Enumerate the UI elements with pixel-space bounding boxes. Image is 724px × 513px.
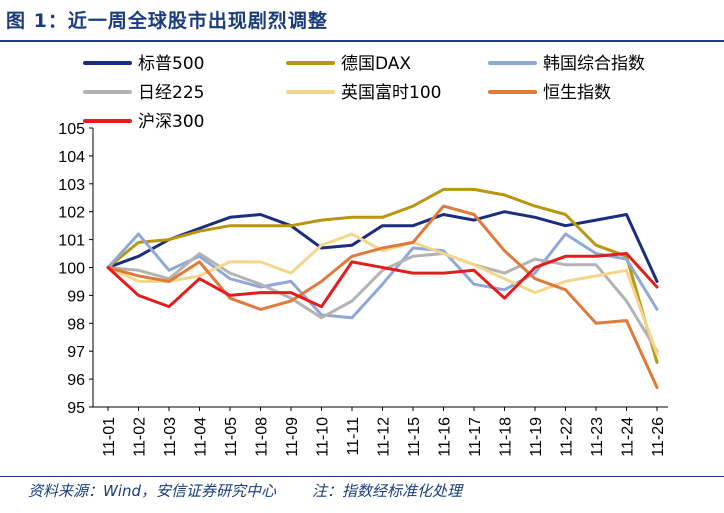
legend-label-4: 英国富时100 xyxy=(341,83,441,103)
series-line-0 xyxy=(106,210,659,283)
y-tick-label: 99 xyxy=(67,288,85,305)
title-rule xyxy=(0,40,724,42)
x-tick-label: 11-26 xyxy=(650,417,667,457)
x-tick-label: 11-24 xyxy=(620,417,637,457)
footer: 资料来源：Wind，安信证券研究中心 注：指数经标准化处理 xyxy=(28,480,462,501)
x-tick-label: 11-01 xyxy=(101,417,118,457)
y-tick-label: 105 xyxy=(58,121,85,138)
x-tick-label: 11-23 xyxy=(589,417,606,457)
x-tick-label: 11-10 xyxy=(315,417,332,457)
y-tick-label: 96 xyxy=(67,372,85,389)
y-tick-label: 104 xyxy=(58,149,85,166)
y-tick-label: 100 xyxy=(58,261,85,278)
legend-label-6: 沪深300 xyxy=(138,112,204,132)
x-tick-label: 11-12 xyxy=(376,417,393,457)
x-tick-label: 11-02 xyxy=(132,417,149,457)
index-note: 注：指数经标准化处理 xyxy=(312,482,463,500)
y-tick-label: 98 xyxy=(67,316,85,333)
chart-axes: 95 96 97 98 99 100 101 102 103 104 105 11-01 11-02 11… xyxy=(58,121,668,457)
chart-series xyxy=(106,187,659,389)
x-tick-label: 11-22 xyxy=(559,417,576,457)
x-tick-label: 11-04 xyxy=(193,417,210,457)
series-line-1 xyxy=(106,187,659,364)
x-tick-label: 11-18 xyxy=(498,417,515,457)
series-line-6 xyxy=(106,252,659,309)
y-tick-label: 97 xyxy=(67,344,85,361)
series-line-2 xyxy=(106,232,659,320)
x-tick-label: 11-16 xyxy=(437,417,454,457)
y-tick-label: 103 xyxy=(58,177,85,194)
y-tick-label: 101 xyxy=(58,233,85,250)
series-line-4 xyxy=(106,232,659,356)
x-tick-label: 11-17 xyxy=(467,417,484,457)
legend-label-0: 标普500 xyxy=(138,54,204,74)
legend-label-5: 恒生指数 xyxy=(543,83,611,103)
source-note: 资料来源：Wind，安信证券研究中心 xyxy=(28,482,277,500)
x-tick-label: 11-05 xyxy=(223,417,240,457)
legend-label-2: 韩国综合指数 xyxy=(543,54,645,74)
y-tick-label: 95 xyxy=(67,400,85,417)
figure-title: 图 1：近一周全球股市出现剧烈调整 xyxy=(6,10,328,32)
series-line-5 xyxy=(106,204,659,389)
x-tick-label: 11-19 xyxy=(528,417,545,457)
legend-label-1: 德国DAX xyxy=(341,54,411,74)
x-tick-label: 11-08 xyxy=(254,417,271,457)
x-tick-label: 11-03 xyxy=(162,417,179,457)
legend-label-3: 日经225 xyxy=(138,83,204,103)
y-tick-label: 102 xyxy=(58,205,85,222)
x-tick-label: 11-15 xyxy=(406,417,423,457)
series-line-3 xyxy=(106,252,659,353)
x-tick-label: 11-11 xyxy=(345,417,362,456)
footer-rule xyxy=(0,476,724,477)
x-tick-label: 11-09 xyxy=(284,417,301,457)
